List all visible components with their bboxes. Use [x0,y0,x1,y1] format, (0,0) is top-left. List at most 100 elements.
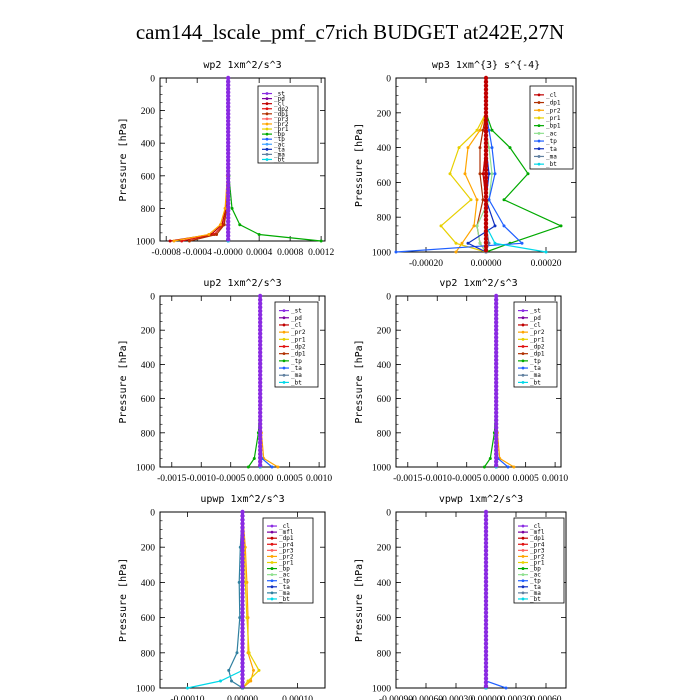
zero-profile-marker [257,410,263,415]
series-point [512,465,516,469]
legend-label: _cl [530,322,541,329]
y-tick-label: 0 [386,75,391,85]
series-point [222,223,226,227]
legend-label: _pd [274,96,285,103]
series-point [252,456,256,460]
zero-profile-marker [240,564,245,569]
y-tick-label: 600 [377,395,392,405]
y-tick-label: 0 [386,509,391,519]
series-point [544,250,548,254]
legend-label: _ta [530,584,541,591]
legend-marker [521,548,525,552]
legend-label: _tp [279,578,290,585]
y-tick-label: 400 [377,144,392,154]
panel-title: wp3 1xm^{3} s^{-4} [432,60,540,71]
x-tick-label: -0.0005 [216,474,246,484]
zero-profile-marker [493,316,499,321]
series-point [502,198,506,202]
legend-marker [537,116,541,120]
series-point [257,232,261,236]
zero-profile-marker [483,564,489,569]
zero-profile-marker [483,179,489,184]
y-tick-label: 200 [377,327,392,337]
figure-title: cam144_lscale_pmf_c7rich BUDGET at242E,2… [135,20,565,44]
zero-profile-marker [493,308,499,314]
zero-profile-marker [225,118,231,124]
legend-label: _ta [291,365,302,372]
x-tick-label: 0.00010 [282,695,313,700]
zero-profile-marker [225,129,231,134]
legend-label: _dp2 [274,106,289,113]
zero-profile-marker [493,293,499,299]
legend: _cl_dp1_pr2_pr1_bp1_ac_tp_ta_ma_bt [529,85,574,170]
zero-profile-marker [240,676,245,681]
y-tick-label: 1000 [136,464,155,474]
y-tick-label: 400 [377,361,392,371]
legend-marker [537,131,541,135]
series-point [481,172,485,176]
zero-profile-marker [483,664,489,670]
zero-profile-marker [483,140,489,146]
zero-profile-marker [493,402,499,408]
legend-box [274,301,319,388]
series-point [504,686,508,690]
legend-label: _dp1 [291,351,306,358]
legend-box [513,301,558,388]
zero-profile-marker [225,233,231,238]
zero-profile-marker [483,637,489,642]
legend-marker [521,597,525,601]
zero-profile-marker [225,154,231,160]
legend-label: _ta [546,146,557,153]
x-tick-label: -0.0015 [157,474,187,484]
series-point [460,241,464,245]
legend-label: _bt [530,379,541,386]
legend-marker [270,573,274,577]
zero-profile-marker [257,372,263,378]
legend-label: _dp1 [530,351,545,358]
series-point [230,679,233,683]
legend-label: _pr4 [530,541,545,548]
x-tick-label: 0.0008 [277,248,303,258]
zero-profile-marker [483,182,489,188]
x-tick-label: -0.00030 [439,695,473,700]
legend-label: _dp1 [530,535,545,542]
zero-profile-marker [225,190,231,195]
legend-marker [270,524,274,528]
zero-profile-marker [240,529,245,534]
series-point [238,223,242,227]
zero-profile-marker [483,540,489,546]
zero-profile-marker [493,414,499,419]
series-point [186,686,189,690]
series-line-pr2 [455,78,487,253]
zero-profile-marker [257,323,263,329]
series-point [475,128,479,132]
zero-profile-marker [257,440,263,445]
zero-profile-marker [493,335,499,340]
legend-marker [521,359,525,363]
zero-profile-marker [483,560,489,565]
zero-profile-marker [483,587,489,592]
zero-profile-marker [257,399,263,404]
zero-profile-marker [483,598,489,604]
legend: _cl_mfl_dp1_pr4_pr3_pr2_pr1_bp_ac_tp_ta_… [262,517,314,604]
legend-label: _pd [291,315,302,322]
series-point [246,465,250,469]
legend-label: _ma [291,372,302,379]
zero-profile-marker [240,583,245,588]
zero-profile-marker [483,594,489,600]
zero-profile-marker [493,391,499,397]
legend-marker [265,102,269,106]
zero-profile-marker [240,587,245,592]
zero-profile-marker [483,244,489,249]
zero-profile-marker [257,316,263,321]
zero-profile-marker [493,395,499,400]
legend-marker [265,92,269,95]
zero-profile-marker [483,91,489,96]
y-axis-label: Pressure [hPa] [118,117,129,201]
zero-profile-marker [225,179,231,185]
x-tick-label: 0.00000 [471,259,502,269]
legend-label: _pr3 [279,547,294,554]
zero-profile-marker [240,610,245,615]
y-axis-label: Pressure [hPa] [118,558,129,642]
